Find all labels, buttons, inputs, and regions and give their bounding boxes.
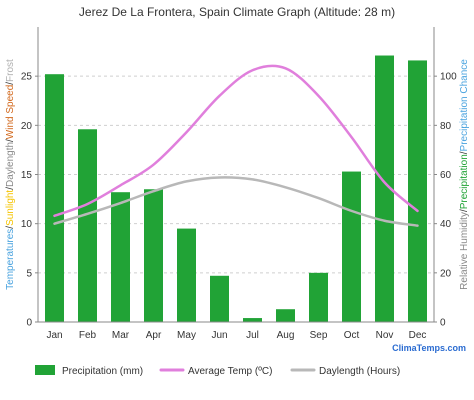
right-tick-label: 60 [440,170,452,181]
x-tick-label-aug: Aug [277,330,295,341]
precipitation-bar-aug [276,309,295,322]
precipitation-bar-apr [144,189,163,322]
daylength-hours-line [53,176,419,227]
right-tick-label: 0 [440,318,446,329]
x-tick-label-may: May [177,330,196,341]
right-tick-label: 100 [440,72,457,83]
axis-title-part: / [5,226,16,229]
axis-title-part: Precipitation Chance [459,59,470,152]
x-tick-label-jul: Jul [246,330,259,341]
precipitation-bar-jul [243,318,262,322]
x-tick-label-feb: Feb [79,330,97,341]
x-tick-label-jun: Jun [211,330,227,341]
x-tick-label-jan: Jan [46,330,62,341]
left-tick-label: 10 [21,219,33,230]
axis-title-part: / [5,82,16,85]
average-temp-c-line [53,64,419,218]
axis-title-part: / [459,209,470,212]
left-tick-label: 15 [21,170,33,181]
axis-title-part: Precipitation [459,154,470,209]
axis-title-part: Frost [5,59,16,82]
brand-watermark: ClimaTemps.com [392,343,466,353]
x-tick-label-nov: Nov [376,330,394,341]
left-tick-label: 20 [21,121,33,132]
precipitation-bar-dec [408,60,427,322]
line-series [53,64,419,227]
gridlines [38,75,434,274]
x-tick-label-mar: Mar [112,330,130,341]
x-tick-label-apr: Apr [146,330,162,341]
precipitation-bars [45,55,427,323]
axes: 0 5 10 15 20 25 0 20 40 60 80 100 Jan Feb Mar Apr May Jun… [21,27,457,341]
precipitation-bar-jan [45,74,64,322]
legend: Precipitation (mm) Average Temp (ºC) Dayle… [35,365,400,377]
axis-titles: Temperatures/Sunlight/Daylength/Wind Spe… [5,59,470,290]
axis-title-part: Daylength [5,142,16,187]
axis-title-part: / [5,187,16,190]
right-tick-label: 40 [440,219,452,230]
chart-title: Jerez De La Frontera, Spain Climate Grap… [79,5,395,19]
axis-title-part: Temperatures [5,229,16,290]
x-tick-label-dec: Dec [409,330,427,341]
right-tick-label: 20 [440,268,452,279]
left-tick-label: 0 [26,318,32,329]
axis-title-part: / [459,151,470,154]
axis-title-part: Sunlight [5,190,16,226]
right-axis-title: Relative Humidity/Precipitation/Precipit… [459,59,470,290]
right-tick-label: 80 [440,121,452,132]
axis-title-part: Relative Humidity [459,212,470,290]
precipitation-bar-mar [111,192,130,322]
precipitation-bar-nov [375,55,394,323]
left-tick-label: 25 [21,72,33,83]
precipitation-bar-may [177,228,196,322]
precipitation-bar-jun [210,275,229,322]
precipitation-bar-feb [78,129,97,322]
legend-label-average-temp-c: Average Temp (ºC) [188,366,272,377]
legend-swatch-precipitation-mm [35,365,55,375]
legend-label-precipitation-mm: Precipitation (mm) [62,366,143,377]
x-tick-label-oct: Oct [344,330,360,341]
x-tick-label-sep: Sep [310,330,328,341]
precipitation-bar-sep [309,272,328,322]
axis-title-part: / [5,139,16,142]
legend-label-daylength-hours: Daylength (Hours) [319,366,400,377]
axis-title-part: Wind Speed [5,85,16,139]
left-axis-title: Temperatures/Sunlight/Daylength/Wind Spe… [5,59,16,290]
left-tick-label: 5 [26,268,32,279]
precipitation-bar-oct [342,171,361,322]
